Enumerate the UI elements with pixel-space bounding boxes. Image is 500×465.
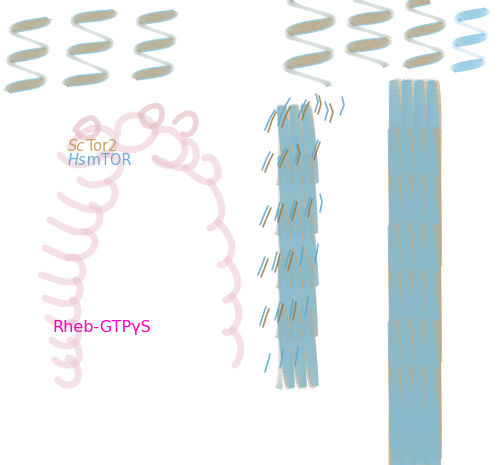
- Text: Hs: Hs: [68, 153, 86, 168]
- Text: Rheb-GTPγS: Rheb-GTPγS: [52, 320, 151, 335]
- Text: Tor2: Tor2: [82, 139, 117, 154]
- Text: mTOR: mTOR: [82, 153, 131, 168]
- Text: Sc: Sc: [68, 139, 85, 154]
